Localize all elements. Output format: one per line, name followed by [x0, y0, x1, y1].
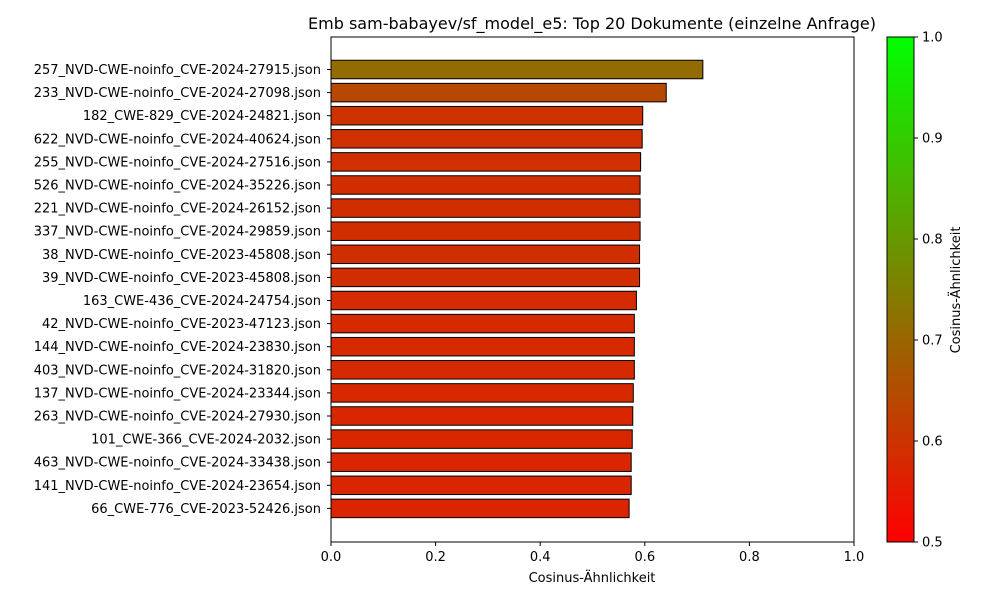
y-tick-label: 255_NVD-CWE-noinfo_CVE-2024-27516.json — [34, 155, 321, 170]
bar — [330, 429, 633, 449]
colorbar-tick-label: 0.8 — [922, 233, 943, 248]
y-tick-labels: 257_NVD-CWE-noinfo_CVE-2024-27915.json 23… — [34, 63, 331, 517]
colorbar-tick-label: 1.0 — [922, 31, 943, 46]
bar — [330, 198, 641, 218]
bar — [330, 360, 635, 380]
bar — [330, 105, 644, 126]
bar — [330, 175, 641, 195]
bar — [330, 129, 643, 149]
y-tick-label: 38_NVD-CWE-noinfo_CVE-2023-45808.json — [42, 248, 321, 263]
bars — [330, 59, 704, 519]
x-tick-label: 1.0 — [844, 550, 865, 565]
y-tick-label: 263_NVD-CWE-noinfo_CVE-2024-27930.json — [34, 410, 321, 425]
x-tick-label: 0.6 — [634, 550, 655, 565]
y-tick-label: 42_NVD-CWE-noinfo_CVE-2023-47123.json — [42, 317, 321, 332]
bar — [330, 152, 642, 172]
x-tick-label: 0.8 — [739, 550, 760, 565]
bar — [330, 290, 637, 311]
y-tick-label: 182_CWE-829_CVE-2024-24821.json — [83, 109, 321, 124]
y-tick-label: 221_NVD-CWE-noinfo_CVE-2024-26152.json — [34, 202, 321, 217]
y-tick-label: 163_CWE-436_CVE-2024-24754.json — [83, 294, 321, 309]
bar — [330, 221, 641, 241]
y-tick-label: 233_NVD-CWE-noinfo_CVE-2024-27098.json — [34, 86, 321, 101]
bar — [330, 267, 641, 288]
x-tick-label: 0.0 — [321, 550, 342, 565]
bar — [330, 336, 635, 357]
bar — [330, 82, 667, 103]
bar — [330, 452, 632, 472]
y-tick-label: 622_NVD-CWE-noinfo_CVE-2024-40624.json — [34, 132, 321, 147]
y-tick-label: 39_NVD-CWE-noinfo_CVE-2023-45808.json — [42, 271, 321, 286]
colorbar-tick-label: 0.7 — [922, 334, 943, 349]
bar — [330, 498, 630, 519]
x-axis-label: Cosinus-Ähnlichkeit — [529, 570, 656, 586]
y-tick-label: 337_NVD-CWE-noinfo_CVE-2024-29859.json — [34, 225, 321, 240]
x-tick-label: 0.4 — [530, 550, 551, 565]
bar — [330, 475, 632, 496]
y-tick-label: 66_CWE-776_CVE-2023-52426.json — [91, 502, 321, 517]
colorbar-tick-label: 0.5 — [922, 536, 943, 551]
colorbar — [886, 36, 915, 543]
colorbar-ticks: 0.5 0.6 0.7 0.8 0.9 1.0 — [914, 31, 943, 551]
colorbar-tick-label: 0.9 — [922, 132, 943, 147]
x-tick-label: 0.2 — [425, 550, 446, 565]
colorbar-label: Cosinus-Ähnlichkeit — [948, 227, 964, 354]
y-tick-label: 141_NVD-CWE-noinfo_CVE-2024-23654.json — [34, 479, 321, 494]
y-tick-label: 101_CWE-366_CVE-2024-2032.json — [91, 433, 321, 448]
bar — [330, 383, 634, 403]
plot-area-frame — [330, 36, 855, 543]
y-tick-label: 257_NVD-CWE-noinfo_CVE-2024-27915.json — [34, 63, 321, 78]
chart-title: Emb sam-babayev/sf_model_e5: Top 20 Doku… — [308, 14, 876, 34]
y-tick-label: 463_NVD-CWE-noinfo_CVE-2024-33438.json — [34, 456, 321, 471]
bar — [330, 59, 704, 80]
y-tick-label: 403_NVD-CWE-noinfo_CVE-2024-31820.json — [34, 363, 321, 378]
bar — [330, 244, 641, 265]
bar — [330, 406, 634, 426]
x-axis-ticks: 0.0 0.2 0.4 0.6 0.8 1.0 — [321, 542, 865, 565]
y-tick-label: 137_NVD-CWE-noinfo_CVE-2024-23344.json — [34, 386, 321, 401]
bar — [330, 313, 635, 334]
y-tick-label: 144_NVD-CWE-noinfo_CVE-2024-23830.json — [34, 340, 321, 355]
colorbar-tick-label: 0.6 — [922, 435, 943, 450]
y-tick-label: 526_NVD-CWE-noinfo_CVE-2024-35226.json — [34, 179, 321, 194]
